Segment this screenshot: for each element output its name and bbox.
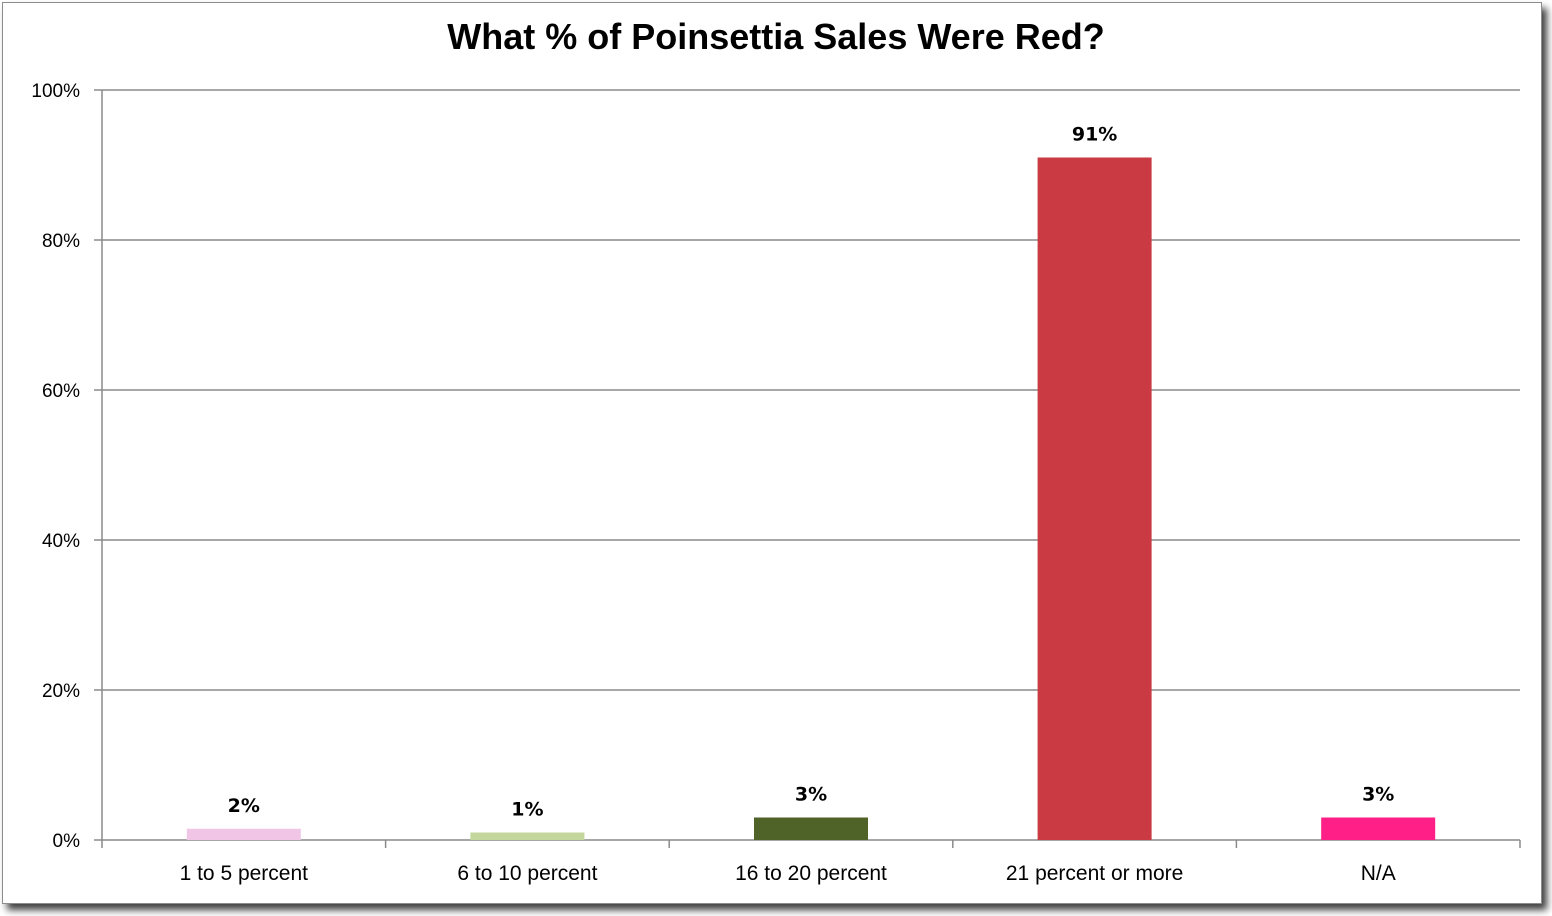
category-label: 16 to 20 percent (735, 862, 887, 885)
category-label: 1 to 5 percent (180, 862, 309, 885)
axes (94, 89, 1521, 848)
bar (470, 832, 585, 840)
y-tick-label: 60% (42, 381, 80, 402)
bar (186, 828, 301, 840)
bar (754, 817, 868, 840)
category-label: 6 to 10 percent (457, 862, 597, 885)
category-label: 21 percent or more (1006, 862, 1183, 885)
bar (1321, 817, 1436, 840)
data-label: 91% (1072, 124, 1117, 146)
y-tick-label: 40% (42, 531, 80, 552)
category-label: N/A (1361, 862, 1396, 885)
gridlines (102, 89, 1520, 691)
y-tick-label: 20% (42, 681, 80, 702)
data-label: 3% (1362, 784, 1394, 806)
labels: 0% 20% 40% 60% 80% 100% 2% 1 to 5 percent 1% 6 to… (31, 81, 1395, 885)
y-tick-label: 80% (42, 231, 80, 252)
bars (186, 157, 1436, 840)
data-label: 1% (511, 799, 543, 821)
data-label: 2% (228, 795, 260, 817)
y-tick-label: 100% (31, 81, 80, 102)
chart-frame (2, 2, 1542, 904)
y-tick-label: 0% (53, 831, 81, 852)
bar (1037, 157, 1152, 840)
data-label: 3% (795, 784, 827, 806)
chart-title: What % of Poinsettia Sales Were Red? (447, 16, 1105, 57)
